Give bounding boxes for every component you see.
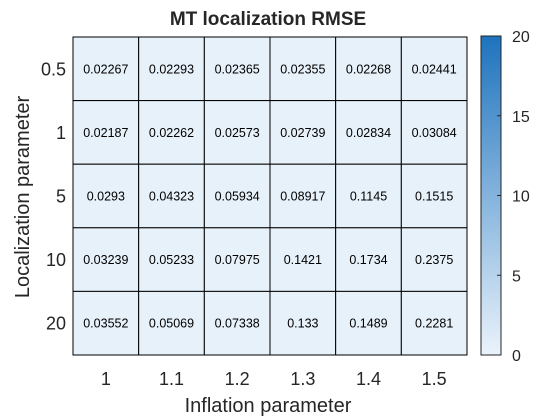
cell-value-label: 0.02262 [149,126,194,140]
heatmap-cell [269,36,337,102]
y-tick-label: 5 [56,187,66,207]
x-tick-label: 1.2 [225,369,250,389]
cell-value-label: 0.1489 [349,317,387,331]
heatmap-cell [335,290,402,356]
heatmap-cell [400,100,468,165]
x-axis-ticks: 1 1.1 1.2 1.3 1.4 1.5 [101,369,447,389]
heatmap-grid: 0.02267 0.02293 0.02365 0.02355 0.02268 0.024… [72,36,468,356]
heatmap-cell [138,227,205,292]
heatmap-cell [400,36,468,102]
heatmap-cell [138,100,205,165]
heatmap-cell [72,290,140,356]
cell-value-label: 0.04323 [149,190,194,204]
cell-value-label: 0.05069 [149,317,194,331]
colorbar-tick-label: 20 [512,29,530,46]
cell-value-label: 0.07975 [215,253,260,267]
heatmap-cell [138,163,205,229]
heatmap-cell [400,163,468,229]
cell-value-label: 0.0293 [87,190,125,204]
chart-title: MT localization RMSE [170,9,366,30]
heatmap-cell [269,163,337,229]
heatmap-cell [269,100,337,165]
y-axis-label: Localization parameter [12,95,34,298]
x-axis-label: Inflation parameter [185,395,352,417]
cell-value-label: 0.1421 [284,253,322,267]
cell-value-label: 0.02187 [83,126,128,140]
heatmap-cell [400,227,468,292]
cell-value-label: 0.02355 [280,62,325,76]
x-tick-label: 1.1 [159,369,184,389]
cell-value-label: 0.2281 [415,317,453,331]
heatmap-cell [72,36,140,102]
colorbar-tick-label: 5 [512,268,521,285]
x-tick-label: 1.3 [290,369,315,389]
colorbar-ticks: 0 5 10 15 20 [497,29,530,365]
cell-value-label: 0.05934 [215,190,260,204]
y-axis-ticks: 0.5 1 5 10 20 [41,59,66,333]
heatmap-cell [203,227,271,292]
cell-value-label: 0.1515 [415,190,453,204]
heatmap-cell [269,290,337,356]
heatmap-cell [400,290,468,356]
y-tick-label: 0.5 [41,59,66,79]
cell-value-label: 0.03084 [412,126,457,140]
cell-value-label: 0.02293 [149,62,194,76]
heatmap-cell [269,227,337,292]
cell-value-label: 0.02834 [346,126,391,140]
x-tick-label: 1.5 [422,369,447,389]
cell-value-label: 0.07338 [215,317,260,331]
colorbar-tick-label: 0 [512,348,521,365]
heatmap-cell [203,36,271,102]
y-tick-label: 10 [46,250,66,270]
colorbar-tick-label: 10 [512,189,530,206]
cell-value-label: 0.02365 [215,62,260,76]
x-tick-label: 1 [101,369,111,389]
cell-value-label: 0.133 [287,317,318,331]
cell-value-label: 0.02267 [83,62,128,76]
cell-value-label: 0.02441 [412,62,457,76]
cell-value-label: 0.1734 [349,253,387,267]
y-tick-label: 1 [56,123,66,143]
heatmap-cell [335,163,402,229]
cell-value-label: 0.1145 [350,190,387,204]
heatmap-cell [138,36,205,102]
cell-value-label: 0.02739 [280,126,325,140]
cell-value-label: 0.05233 [149,253,194,267]
cell-value-label: 0.08917 [280,190,325,204]
cell-value-label: 0.02268 [346,62,391,76]
heatmap-cell [335,227,402,292]
cell-value-label: 0.03552 [83,317,128,331]
cell-value-label: 0.02573 [215,126,260,140]
heatmap-cell [72,227,140,292]
colorbar-tick-label: 15 [512,109,530,126]
y-tick-label: 20 [46,314,66,334]
heatmap-cell [203,290,271,356]
cell-value-label: 0.03239 [83,253,128,267]
cell-value-label: 0.2375 [415,253,453,267]
x-tick-label: 1.4 [356,369,381,389]
